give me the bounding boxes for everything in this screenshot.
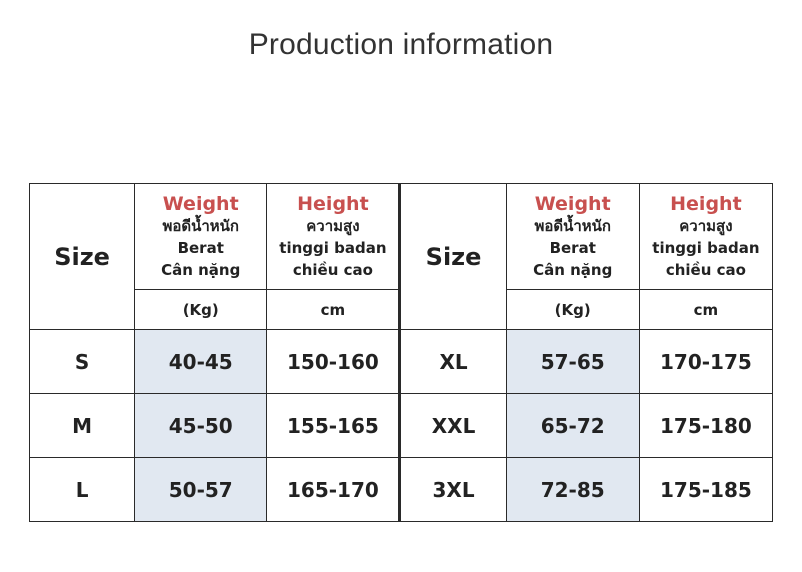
height-unit-left: cm <box>266 289 401 330</box>
weight-unit: (Kg) <box>182 301 219 319</box>
height-value: 170-175 <box>660 349 752 374</box>
height-cell: 175-180 <box>638 393 774 458</box>
weight-malay: Berat <box>549 238 596 257</box>
size-header-label: Size <box>54 242 110 271</box>
weight-header-left: Weight พอดีน้ำหนัก Berat Cân nặng <box>134 183 268 290</box>
size-header-right: Size <box>398 183 507 330</box>
height-thai: ความสูง <box>306 216 360 235</box>
height-value: 165-170 <box>287 477 379 502</box>
height-malay: tinggi badan <box>279 238 387 257</box>
height-cell: 175-185 <box>638 457 774 522</box>
page-title: Production information <box>248 28 554 61</box>
height-header-left: Height ความสูง tinggi badan chiều cao <box>266 183 401 290</box>
weight-value: 65-72 <box>540 413 605 438</box>
size-header-label: Size <box>425 242 482 271</box>
header-row: Size Weight พอดีน้ำหนัก Berat Cân nặng H… <box>28 183 774 330</box>
height-malay: tinggi badan <box>652 238 760 257</box>
size-cell: 3XL <box>398 457 507 522</box>
height-cell: 155-165 <box>266 393 401 458</box>
weight-title: Weight <box>534 192 611 215</box>
unit-row: (Kg) cm (Kg) cm <box>30 289 774 330</box>
size-value: M <box>72 413 93 438</box>
size-header-left: Size <box>28 183 136 330</box>
weight-value: 72-85 <box>540 477 605 502</box>
weight-unit-left: (Kg) <box>134 289 268 330</box>
weight-title: Weight <box>162 192 239 215</box>
height-value: 175-185 <box>660 477 752 502</box>
weight-value: 45-50 <box>168 413 233 438</box>
height-vietnamese: chiều cao <box>292 260 373 279</box>
weight-cell: 57-65 <box>505 329 640 394</box>
height-value: 150-160 <box>287 349 379 374</box>
weight-cell: 45-50 <box>134 393 268 458</box>
weight-cell: 50-57 <box>134 457 268 522</box>
weight-thai: พอดีน้ำหนัก <box>162 216 239 235</box>
height-cell: 170-175 <box>638 329 774 394</box>
size-cell: XL <box>398 329 507 394</box>
height-title: Height <box>670 192 742 215</box>
weight-cell: 72-85 <box>505 457 640 522</box>
size-value: XXL <box>431 413 476 438</box>
size-value: 3XL <box>432 477 475 502</box>
size-cell: S <box>28 329 136 394</box>
size-cell: XXL <box>398 393 507 458</box>
weight-unit: (Kg) <box>554 301 591 319</box>
weight-header-right: Weight พอดีน้ำหนัก Berat Cân nặng <box>505 183 640 290</box>
weight-value: 40-45 <box>168 349 233 374</box>
weight-cell: 40-45 <box>134 329 268 394</box>
weight-value: 57-65 <box>540 349 605 374</box>
height-thai: ความสูง <box>679 216 733 235</box>
height-unit: cm <box>320 301 346 319</box>
size-chart-table: Size Weight พอดีน้ำหนัก Berat Cân nặng H… <box>28 183 774 522</box>
weight-vietnamese: Cân nặng <box>161 260 241 279</box>
size-value: XL <box>439 349 468 374</box>
weight-cell: 65-72 <box>505 393 640 458</box>
height-unit-right: cm <box>638 289 774 330</box>
height-header-right: Height ความสูง tinggi badan chiều cao <box>638 183 774 290</box>
size-cell: L <box>28 457 136 522</box>
height-value: 155-165 <box>287 413 379 438</box>
height-vietnamese: chiều cao <box>665 260 746 279</box>
table-row: S 40-45 150-160 XL 57-65 170-175 <box>28 329 774 394</box>
table-row: L 50-57 165-170 3XL 72-85 175-185 <box>28 457 774 522</box>
size-value: L <box>75 477 89 502</box>
size-cell: M <box>28 393 136 458</box>
weight-value: 50-57 <box>168 477 233 502</box>
height-cell: 150-160 <box>266 329 401 394</box>
height-value: 175-180 <box>660 413 752 438</box>
size-value: S <box>74 349 90 374</box>
height-unit: cm <box>693 301 719 319</box>
weight-malay: Berat <box>177 238 224 257</box>
weight-thai: พอดีน้ำหนัก <box>534 216 611 235</box>
height-cell: 165-170 <box>266 457 401 522</box>
table-row: M 45-50 155-165 XXL 65-72 175-180 <box>28 393 774 458</box>
weight-unit-right: (Kg) <box>505 289 640 330</box>
weight-vietnamese: Cân nặng <box>533 260 613 279</box>
height-title: Height <box>297 192 369 215</box>
